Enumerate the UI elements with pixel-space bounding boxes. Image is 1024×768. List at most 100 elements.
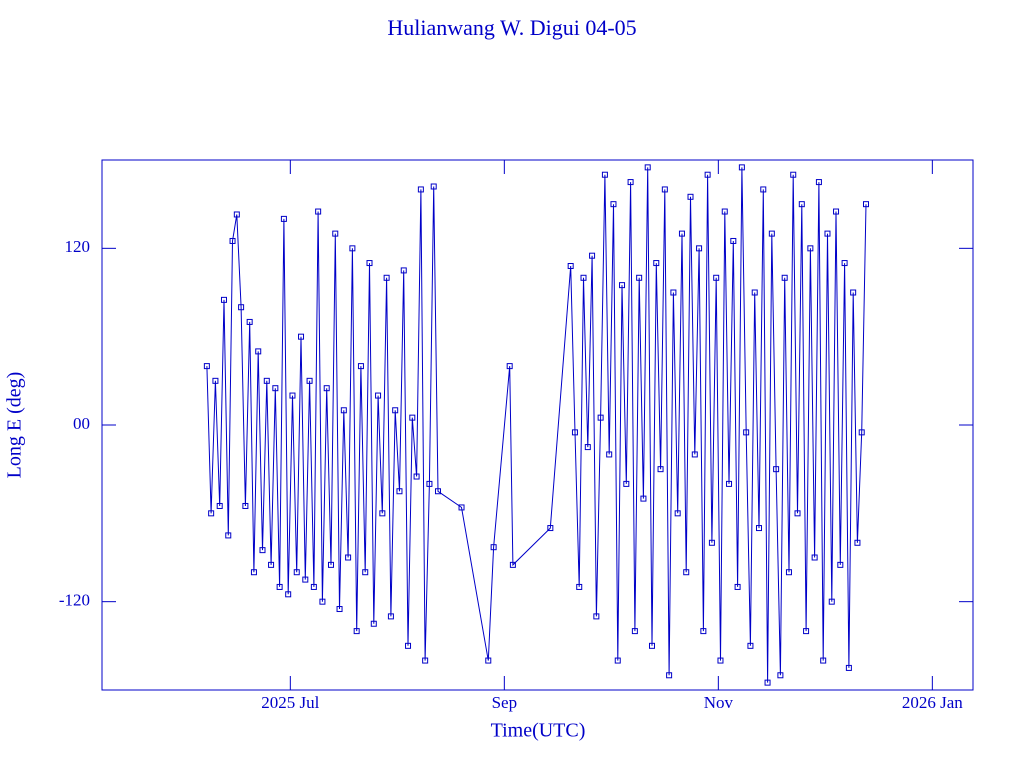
data-point (661, 186, 668, 193)
data-point (417, 186, 424, 193)
data-point (485, 657, 492, 664)
data-point (405, 642, 412, 649)
data-point (280, 215, 287, 222)
data-point (242, 502, 249, 509)
data-point (306, 377, 313, 384)
data-point (315, 208, 322, 215)
data-point (820, 657, 827, 664)
data-point (619, 282, 626, 289)
data-point (571, 429, 578, 436)
data-point (696, 245, 703, 252)
data-point (636, 274, 643, 281)
data-point (743, 429, 750, 436)
data-point (589, 252, 596, 259)
data-point (738, 164, 745, 171)
data-point (627, 179, 634, 186)
y-tick-label: -120 (59, 591, 90, 610)
data-point (336, 606, 343, 613)
data-point (734, 583, 741, 590)
data-point (678, 230, 685, 237)
data-point (580, 274, 587, 281)
data-point (807, 245, 814, 252)
data-point (601, 171, 608, 178)
data-point (644, 164, 651, 171)
x-axis-label: Time(UTC) (491, 720, 586, 742)
data-point (246, 318, 253, 325)
data-point (777, 672, 784, 679)
data-point (298, 333, 305, 340)
data-point (862, 201, 869, 208)
data-point (721, 208, 728, 215)
y-tick-label: 120 (65, 237, 91, 256)
x-tick-label: Sep (492, 693, 518, 712)
data-point (713, 274, 720, 281)
data-point (357, 363, 364, 370)
data-point (683, 569, 690, 576)
data-point (547, 525, 554, 532)
chart-title: Hulianwang W. Digui 04-05 (387, 15, 636, 40)
data-point (781, 274, 788, 281)
data-point (319, 598, 326, 605)
data-line (206, 167, 867, 683)
data-point (700, 628, 707, 635)
x-tick-label: Nov (704, 693, 734, 712)
data-point (255, 348, 262, 355)
data-point (768, 230, 775, 237)
data-point (631, 628, 638, 635)
data-point (392, 407, 399, 414)
data-point (803, 628, 810, 635)
data-point (434, 488, 441, 495)
data-point (648, 642, 655, 649)
data-point (422, 657, 429, 664)
data-point (691, 451, 698, 458)
data-point (751, 289, 758, 296)
data-point (730, 237, 737, 244)
data-point (726, 480, 733, 487)
data-point (263, 377, 270, 384)
data-point (790, 171, 797, 178)
data-point (413, 473, 420, 480)
data-point (409, 414, 416, 421)
data-point (837, 561, 844, 568)
data-point (426, 480, 433, 487)
data-point (606, 451, 613, 458)
data-point (366, 260, 373, 267)
data-point (584, 444, 591, 451)
data-point (238, 304, 245, 311)
y-axis-label: Long E (deg) (4, 372, 26, 479)
data-point (490, 544, 497, 551)
data-point (833, 208, 840, 215)
data-point (285, 591, 292, 598)
data-point (345, 554, 352, 561)
y-tick-label: 00 (73, 414, 90, 433)
data-point (509, 561, 516, 568)
data-point (272, 385, 279, 392)
data-point (327, 561, 334, 568)
data-point (349, 245, 356, 252)
data-point (614, 657, 621, 664)
data-point (250, 569, 257, 576)
data-point (216, 502, 223, 509)
data-point (353, 628, 360, 635)
data-point (798, 201, 805, 208)
data-point (785, 569, 792, 576)
data-point (815, 179, 822, 186)
data-point (717, 657, 724, 664)
data-point (666, 672, 673, 679)
data-point (708, 539, 715, 546)
data-point (623, 480, 630, 487)
data-point (362, 569, 369, 576)
data-point (208, 510, 215, 517)
data-point (640, 495, 647, 502)
plot-area (203, 164, 869, 686)
data-point (332, 230, 339, 237)
data-point (858, 429, 865, 436)
data-point (310, 583, 317, 590)
data-point (845, 664, 852, 671)
data-point (430, 183, 437, 190)
data-point (396, 488, 403, 495)
data-point (259, 547, 266, 554)
data-point (220, 296, 227, 303)
data-point (653, 260, 660, 267)
data-point (387, 613, 394, 620)
